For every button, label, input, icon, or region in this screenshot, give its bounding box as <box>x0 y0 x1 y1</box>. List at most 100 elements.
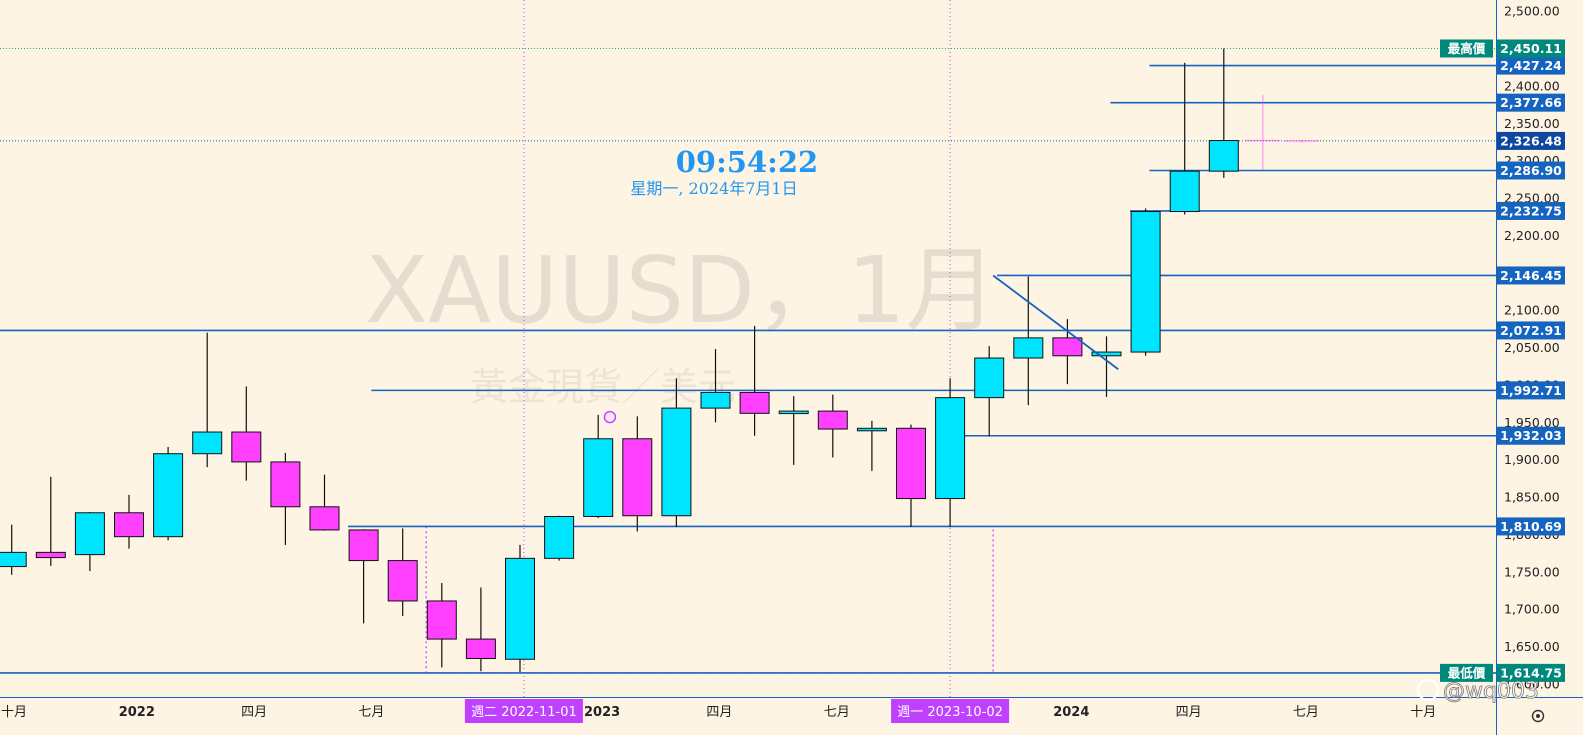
time-tick-label[interactable]: 2023 <box>584 705 620 720</box>
price-tick-label[interactable]: 1,850.00 <box>1504 490 1560 505</box>
candle-3[interactable] <box>74 512 105 572</box>
candle-31[interactable] <box>1169 62 1200 215</box>
current-price-label-bg <box>1497 131 1565 150</box>
candle-32[interactable] <box>1208 48 1239 178</box>
credit-watermark: @wq003 <box>1417 679 1539 704</box>
line-price-label-5-bg <box>1497 266 1565 285</box>
time-tick-label[interactable]: 七月 <box>824 705 850 720</box>
candle-22[interactable] <box>817 394 848 458</box>
candle-27[interactable] <box>1013 276 1044 406</box>
candle-2[interactable] <box>35 476 66 566</box>
line-price-label-6-text: 2,072.91 <box>1500 323 1562 338</box>
horizontal-lines[interactable] <box>0 64 1496 674</box>
crosshair-date-label-1: 週二 2022-11-01 <box>464 699 583 723</box>
time-tick-label[interactable]: 四月 <box>241 705 267 720</box>
candle-body <box>465 638 496 660</box>
settings-gear-icon[interactable] <box>1531 709 1545 723</box>
low-price-label-bg <box>1497 663 1565 682</box>
price-tick-label[interactable]: 2,250.00 <box>1504 191 1560 206</box>
candles[interactable] <box>0 48 1319 672</box>
candle-7[interactable] <box>231 386 262 481</box>
crosshair-date-label-2: 週一 2023-10-02 <box>891 699 1010 723</box>
candle-body <box>935 397 966 500</box>
candle-body <box>583 438 614 517</box>
alert-marker-icon[interactable] <box>603 410 617 424</box>
line-price-label-4: 2,232.75 <box>1497 201 1565 220</box>
candle-19[interactable] <box>700 349 731 423</box>
candle-8[interactable] <box>270 452 301 545</box>
low-price-tag: 最低價 <box>1440 663 1493 682</box>
candle-16[interactable] <box>583 414 614 518</box>
trendline[interactable] <box>992 274 1119 370</box>
price-tick-label[interactable]: 1,950.00 <box>1504 415 1560 430</box>
current-price-label-text: 2,326.48 <box>1500 133 1562 148</box>
line-price-label-7-text: 1,992.71 <box>1500 383 1562 398</box>
line-price-label-5-text: 2,146.45 <box>1500 268 1562 283</box>
watermark-subtitle: 黃金現貨／美元 <box>470 365 736 409</box>
candle-23[interactable] <box>856 420 887 471</box>
price-tick-label[interactable]: 2,200.00 <box>1504 228 1560 243</box>
candle-12[interactable] <box>426 583 457 668</box>
candle-28[interactable] <box>1052 319 1083 385</box>
price-tick-label[interactable]: 2,100.00 <box>1504 303 1560 318</box>
candle-body <box>544 515 575 559</box>
candle-17[interactable] <box>622 416 653 532</box>
candle-24[interactable] <box>896 424 926 527</box>
candle-10[interactable] <box>348 529 379 624</box>
high-price-tag-text: 最高價 <box>1448 41 1486 56</box>
time-axis-ticks[interactable]: 十月 2022 四月 七月 2023 四月 七月 2024 四月 七月 十月 週二 2022-11-0… <box>1 699 1436 723</box>
time-tick-label[interactable]: 2024 <box>1053 705 1089 720</box>
line-price-label-5: 2,146.45 <box>1497 266 1565 285</box>
candle-21[interactable] <box>778 396 809 465</box>
candle-body <box>1052 337 1083 357</box>
candle-25[interactable] <box>935 378 966 527</box>
candle-body <box>153 453 184 538</box>
time-tick-label[interactable]: 七月 <box>1293 705 1319 720</box>
price-axis-labels: 2,427.24 2,377.66 2,286.90 2,232.75 2,146.45… <box>1440 39 1565 682</box>
candle-1[interactable] <box>0 524 27 575</box>
candle-body <box>1169 170 1200 213</box>
candle-5[interactable] <box>153 446 184 541</box>
candle-body <box>231 431 262 463</box>
price-tick-label[interactable]: 2,350.00 <box>1504 116 1560 131</box>
candle-6[interactable] <box>192 332 223 468</box>
drawings[interactable] <box>603 274 1119 424</box>
candle-11[interactable] <box>387 528 418 616</box>
price-tick-label[interactable]: 1,700.00 <box>1504 602 1560 617</box>
candle-4[interactable] <box>114 494 144 549</box>
price-tick-label[interactable]: 1,900.00 <box>1504 452 1560 467</box>
time-tick-label[interactable]: 十月 <box>1410 705 1436 720</box>
candle-14[interactable] <box>505 544 535 672</box>
line-price-label-7: 1,992.71 <box>1497 381 1565 400</box>
candle-body <box>856 427 887 432</box>
high-price-label: 2,450.11 <box>1497 39 1565 58</box>
time-tick-label[interactable]: 2022 <box>119 705 155 720</box>
time-tick-label[interactable]: 七月 <box>358 705 384 720</box>
candle-9[interactable] <box>309 474 340 531</box>
candle-29[interactable] <box>1091 336 1122 397</box>
candle-body <box>700 391 731 409</box>
price-tick-label[interactable]: 1,750.00 <box>1504 564 1560 579</box>
candle-13[interactable] <box>465 587 496 672</box>
candle-33[interactable] <box>1245 94 1280 170</box>
time-tick-label[interactable]: 四月 <box>706 705 732 720</box>
price-tick-label[interactable]: 2,050.00 <box>1504 340 1560 355</box>
line-price-label-3: 2,286.90 <box>1497 161 1565 180</box>
candle-34[interactable] <box>1285 139 1319 143</box>
candle-body <box>817 410 848 430</box>
candle-18[interactable] <box>661 378 692 527</box>
crosshair-date-bg <box>464 699 583 723</box>
price-tick-label[interactable]: 2,400.00 <box>1504 78 1560 93</box>
price-tick-label[interactable]: 1,650.00 <box>1504 639 1560 654</box>
line-price-label-3-text: 2,286.90 <box>1500 163 1562 178</box>
candle-15[interactable] <box>544 515 575 561</box>
candle-26[interactable] <box>974 346 1005 437</box>
candle-30[interactable] <box>1130 208 1161 356</box>
time-tick-label[interactable]: 十月 <box>1 705 27 720</box>
time-tick-label[interactable]: 四月 <box>1176 705 1202 720</box>
candle-20[interactable] <box>739 325 770 436</box>
candle-body <box>1013 337 1044 359</box>
price-tick-label[interactable]: 2,500.00 <box>1504 4 1560 19</box>
line-price-label-8-text: 1,932.03 <box>1500 428 1562 443</box>
